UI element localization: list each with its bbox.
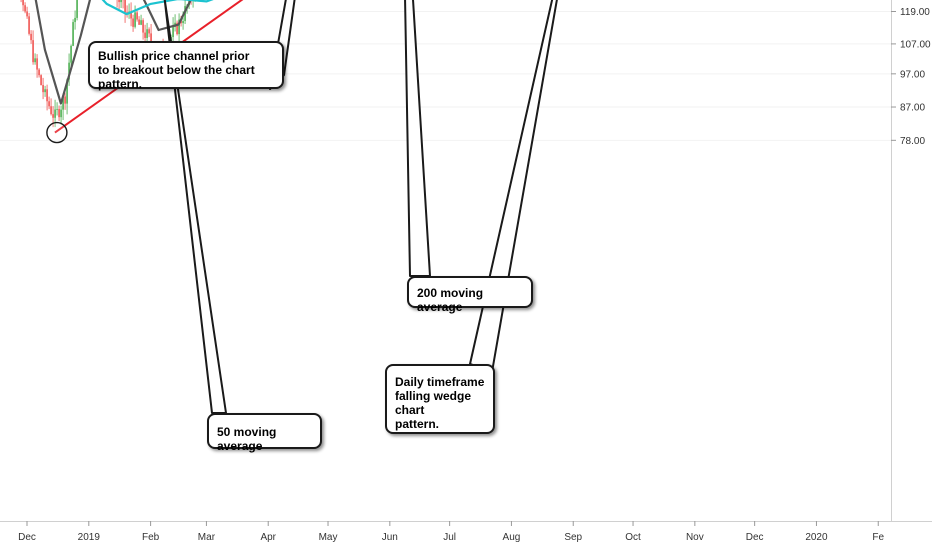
candle-body bbox=[58, 108, 60, 118]
time-tick-label: Fe bbox=[872, 532, 884, 543]
candle-body bbox=[42, 85, 44, 93]
candle-body bbox=[26, 11, 28, 17]
time-tick-label: Jul bbox=[443, 532, 456, 543]
time-tick-label: Aug bbox=[503, 532, 521, 543]
candle-body bbox=[24, 5, 26, 12]
candle-body bbox=[118, 0, 120, 3]
candle-body bbox=[144, 32, 146, 38]
candle-body bbox=[132, 18, 134, 27]
candle-body bbox=[140, 20, 142, 25]
candle-body bbox=[68, 62, 70, 80]
candle-body bbox=[136, 12, 138, 20]
time-tick-label: 2019 bbox=[78, 532, 101, 543]
candle-body bbox=[182, 20, 184, 24]
candle-body bbox=[66, 79, 68, 104]
time-tick-label: Sep bbox=[564, 532, 582, 543]
candle-body bbox=[124, 0, 126, 13]
candle-body bbox=[54, 109, 56, 118]
candle-body bbox=[142, 20, 144, 33]
callout-falling-wedge: Daily timeframe falling wedge chart patt… bbox=[385, 364, 495, 434]
candle-body bbox=[120, 0, 122, 3]
time-tick-label: Oct bbox=[625, 532, 641, 543]
moving-averages bbox=[34, 0, 214, 105]
candle-body bbox=[44, 89, 46, 93]
callout-200-ma: 200 moving average bbox=[407, 276, 533, 314]
candle-body bbox=[72, 22, 74, 46]
candle-body bbox=[56, 108, 58, 110]
ma-200-line bbox=[101, 0, 214, 16]
candle-body bbox=[40, 75, 42, 86]
candle-body bbox=[52, 114, 54, 118]
candle-body bbox=[64, 96, 66, 104]
time-tick-label: Nov bbox=[686, 532, 704, 543]
candle-body bbox=[130, 11, 132, 19]
candle-body bbox=[176, 22, 178, 35]
time-tick-label: Dec bbox=[18, 532, 36, 543]
time-tick-label: Dec bbox=[746, 532, 764, 543]
candle-body bbox=[178, 19, 180, 35]
pivot-marker bbox=[46, 121, 68, 144]
candle-body bbox=[148, 29, 150, 34]
candle-body bbox=[46, 89, 48, 102]
time-tick-label: Feb bbox=[142, 532, 160, 543]
price-tick-label: 78.00 bbox=[900, 136, 925, 147]
candle-body bbox=[150, 33, 152, 44]
candle-body bbox=[74, 17, 76, 23]
candle-body bbox=[60, 109, 62, 118]
candle-body bbox=[36, 58, 38, 70]
time-tick-label: Apr bbox=[260, 532, 276, 543]
candle-body bbox=[138, 19, 140, 25]
candle-body bbox=[50, 106, 52, 115]
price-tick-label: 107.00 bbox=[900, 39, 931, 50]
time-tick-label: May bbox=[319, 532, 338, 543]
candle-body bbox=[28, 16, 30, 34]
candle-body bbox=[146, 29, 148, 38]
time-tick-label: Jun bbox=[382, 532, 398, 543]
time-tick-label: 2020 bbox=[805, 532, 828, 543]
candle-body bbox=[62, 96, 64, 110]
candle-body bbox=[30, 33, 32, 41]
callout-50-ma: 50 moving average bbox=[207, 413, 322, 453]
candle-body bbox=[76, 0, 78, 18]
candle-body bbox=[22, 0, 24, 6]
time-axis[interactable]: Dec 2019 Feb Mar Apr May Jun Jul Aug Sep Oct Nov Dec… bbox=[18, 521, 885, 543]
price-axis[interactable]: 380.00340.00300.00260.00220.00170.00150.… bbox=[891, 0, 931, 147]
candle-body bbox=[70, 45, 72, 63]
candle-body bbox=[32, 40, 34, 63]
callout-price-channel: Bullish price channel prior to breakout … bbox=[88, 41, 284, 91]
candle-body bbox=[38, 69, 40, 76]
price-tick-label: 87.00 bbox=[900, 103, 925, 114]
time-tick-label: Mar bbox=[198, 532, 216, 543]
candle-body bbox=[134, 12, 136, 27]
price-tick-label: 119.00 bbox=[900, 7, 930, 18]
candle-body bbox=[48, 101, 50, 107]
price-tick-label: 97.00 bbox=[900, 69, 925, 80]
candle-body bbox=[34, 58, 36, 63]
candle-body bbox=[172, 27, 174, 38]
